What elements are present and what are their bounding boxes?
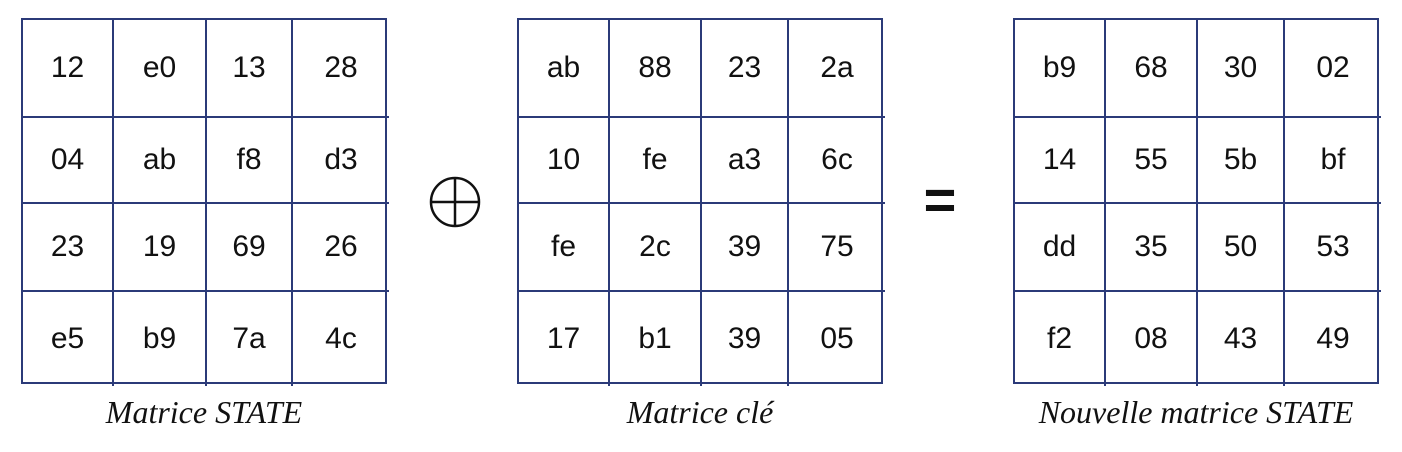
state-cell: e0 bbox=[114, 20, 207, 118]
state-cell: ab bbox=[114, 118, 207, 204]
key-cell: 2a bbox=[789, 20, 885, 118]
new-state-matrix-caption: Nouvelle matrice STATE bbox=[1038, 394, 1354, 430]
circled-plus-icon bbox=[429, 176, 481, 228]
new-state-cell: bf bbox=[1285, 118, 1381, 204]
new-state-cell: 02 bbox=[1285, 20, 1381, 118]
new-state-matrix-grid: b9 68 30 02 14 55 5b bf dd 35 50 53 f2 0… bbox=[1013, 18, 1381, 386]
new-state-cell: 08 bbox=[1106, 292, 1198, 386]
state-cell: 28 bbox=[293, 20, 389, 118]
state-matrix-caption: Matrice STATE bbox=[105, 394, 303, 430]
state-cell: 13 bbox=[207, 20, 293, 118]
equals-sign: = bbox=[923, 168, 957, 231]
state-cell: 4c bbox=[325, 322, 357, 355]
new-state-cell: 50 bbox=[1198, 204, 1285, 292]
key-cell: 23 bbox=[702, 20, 789, 118]
state-cell: 7a bbox=[207, 292, 293, 386]
state-cell: d3 bbox=[293, 118, 389, 204]
state-cell: e5 bbox=[23, 292, 114, 386]
new-state-cell: 43 bbox=[1198, 292, 1285, 386]
state-cell: 69 bbox=[207, 204, 293, 292]
new-state-cell: 5b bbox=[1198, 118, 1285, 204]
key-cell: b1 bbox=[610, 292, 702, 386]
key-cell: fe bbox=[519, 204, 610, 292]
key-cell: a3 bbox=[702, 118, 789, 204]
new-state-cell: dd bbox=[1015, 204, 1106, 292]
state-matrix-grid: 12 e0 13 28 04 ab f8 d3 23 19 69 26 e5 b… bbox=[21, 18, 389, 386]
state-cell: 23 bbox=[23, 204, 114, 292]
key-cell: 39 bbox=[702, 204, 789, 292]
state-cell: f8 bbox=[207, 118, 293, 204]
new-state-cell: 68 bbox=[1106, 20, 1198, 118]
state-cell: 19 bbox=[114, 204, 207, 292]
new-state-cell: 55 bbox=[1106, 118, 1198, 204]
key-cell: 88 bbox=[610, 20, 702, 118]
key-cell: 10 bbox=[519, 118, 610, 204]
key-cell: 17 bbox=[519, 292, 610, 386]
new-state-cell: 30 bbox=[1198, 20, 1285, 118]
key-cell: 39 bbox=[702, 292, 789, 386]
new-state-cell: f2 bbox=[1015, 292, 1106, 386]
key-cell: 2c bbox=[610, 204, 702, 292]
key-cell: 05 bbox=[820, 322, 854, 355]
new-state-cell: 14 bbox=[1015, 118, 1106, 204]
key-matrix-grid: ab 88 23 2a 10 fe a3 6c fe 2c 39 75 17 b… bbox=[517, 18, 885, 386]
key-cell: 75 bbox=[789, 204, 885, 292]
key-cell: ab bbox=[519, 20, 610, 118]
state-cell: 04 bbox=[23, 118, 114, 204]
key-matrix-caption: Matrice clé bbox=[626, 394, 774, 430]
new-state-cell: 53 bbox=[1285, 204, 1381, 292]
new-state-cell: b9 bbox=[1015, 20, 1106, 118]
state-cell: b9 bbox=[114, 292, 207, 386]
key-cell: fe bbox=[610, 118, 702, 204]
state-cell: 12 bbox=[23, 20, 114, 118]
key-cell: 6c bbox=[789, 118, 885, 204]
new-state-cell: 49 bbox=[1316, 322, 1350, 355]
new-state-cell: 35 bbox=[1106, 204, 1198, 292]
state-cell: 26 bbox=[293, 204, 389, 292]
